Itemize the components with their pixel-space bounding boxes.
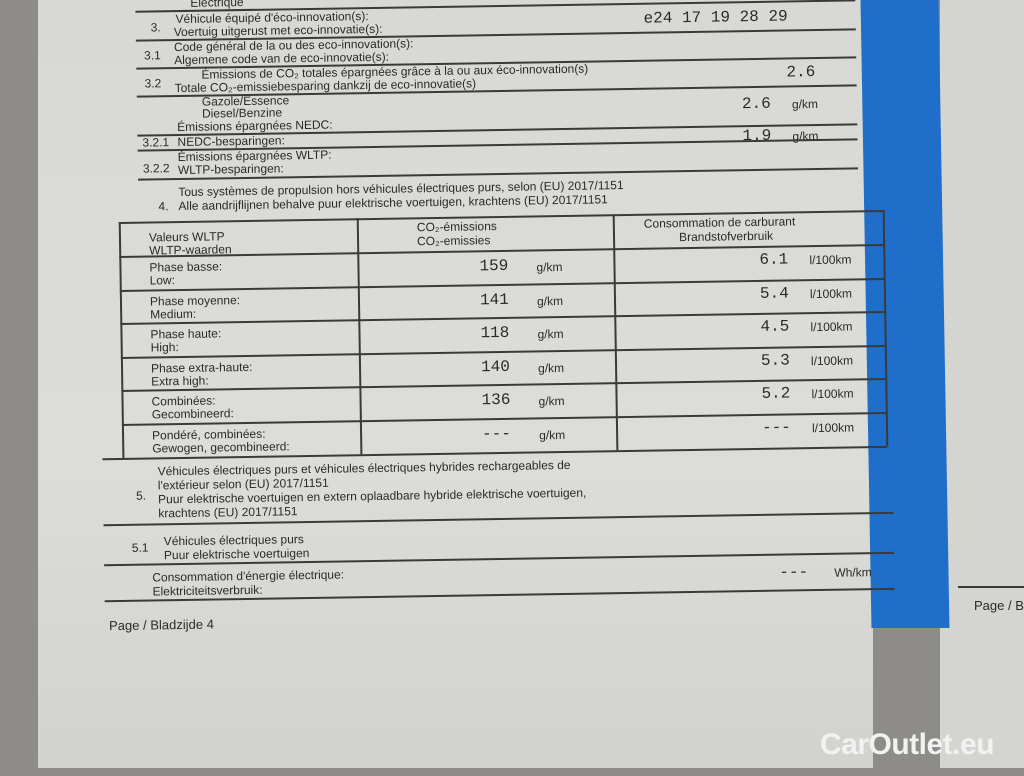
co2-value: 140 <box>480 357 510 376</box>
watermark-logo: CarOutlet.eu <box>820 728 995 761</box>
fuel-unit: l/100km <box>811 386 854 402</box>
s32-num: 3.2 <box>144 76 162 91</box>
total-saving-value: 2.6 <box>786 63 816 82</box>
nedc-num: 3.2.1 <box>142 135 170 150</box>
fuel-value: 5.3 <box>760 350 790 370</box>
wltp-nl: WLTP-besparingen: <box>177 161 284 178</box>
page-number: Page / Bladzijde 4 <box>108 616 214 634</box>
row-label-fr: Combinées: <box>151 393 216 409</box>
row-label-fr: Phase basse: <box>149 259 223 275</box>
co2-unit: g/km <box>536 260 563 275</box>
s51-nl: Puur elektrische voertuigen <box>163 546 310 563</box>
nedc-value: 2.6 <box>741 94 771 114</box>
co2-value: 136 <box>481 390 511 410</box>
s5-num: 5. <box>135 488 147 503</box>
consumption-unit: Wh/km <box>834 565 872 580</box>
co2-unit: g/km <box>536 293 564 308</box>
next-document-page <box>940 0 1024 768</box>
eco-code-value: e24 17 19 28 29 <box>643 7 788 28</box>
fuel-unit: l/100km <box>809 285 853 301</box>
s4-num: 4. <box>158 199 169 214</box>
fuel-value: --- <box>761 417 791 437</box>
header-fuel-nl: Brandstofverbruik <box>678 228 774 245</box>
row-label-nl: Gewogen, gecombineerd: <box>152 438 290 455</box>
s31-num: 3.1 <box>144 48 161 63</box>
row-label-nl: Gecombineerd: <box>151 406 234 422</box>
header-fuel-fr: Consommation de carburant <box>643 214 796 231</box>
consumption-value: --- <box>779 563 809 582</box>
s5-line1: Véhicules électriques purs et véhicules … <box>157 457 571 479</box>
co2-value: 118 <box>480 323 510 343</box>
wltp-value: 1.9 <box>742 126 772 146</box>
fuel-value: 6.1 <box>759 250 789 269</box>
fuel-value: 5.4 <box>759 283 789 303</box>
co2-unit: g/km <box>539 427 566 442</box>
co2-unit: g/km <box>537 360 565 375</box>
fuel-unit: l/100km <box>810 319 853 335</box>
s51-num: 5.1 <box>131 540 149 555</box>
header-co2-fr: CO₂-émissions <box>416 219 497 235</box>
row-label-fr: Pondéré, combinées: <box>151 426 266 442</box>
header-co2-nl: CO₂-emissies <box>416 233 491 249</box>
co2-value: 141 <box>479 290 509 309</box>
wltp-num: 3.2.2 <box>142 161 170 176</box>
nedc-fr: Émissions épargnées NEDC: <box>177 117 333 135</box>
row-label-nl: Medium: <box>150 306 197 321</box>
fuel-unit: l/100km <box>811 419 855 435</box>
co2-unit: g/km <box>538 393 565 409</box>
fuel-unit: l/100km <box>810 352 854 368</box>
s3-num: 3. <box>150 20 161 35</box>
next-page-number: Page / B <box>974 598 1024 613</box>
row-label-fr: Phase moyenne: <box>149 292 241 308</box>
co2-value: --- <box>481 424 512 443</box>
cut-label: Électrique <box>190 0 244 10</box>
row-label-fr: Phase haute: <box>150 326 222 342</box>
row-label-nl: Low: <box>149 273 176 288</box>
co2-unit: g/km <box>537 327 564 342</box>
consumption-nl: Elektriciteitsverbruik: <box>152 582 263 599</box>
s5-line4: krachtens (EU) 2017/1151 <box>158 504 298 521</box>
row-label-fr: Phase extra-haute: <box>150 359 253 375</box>
fuel-value: 4.5 <box>760 317 790 336</box>
nedc-nl: NEDC-besparingen: <box>177 133 285 150</box>
consumption-fr: Consommation d'énergie électrique: <box>152 567 345 585</box>
row-label-nl: Extra high: <box>151 373 209 388</box>
fuel-value: 5.2 <box>761 384 791 403</box>
row-label-nl: High: <box>150 340 179 355</box>
nedc-unit: g/km <box>791 96 819 112</box>
s51-fr: Véhicules électriques purs <box>163 532 304 549</box>
co2-value: 159 <box>479 256 509 276</box>
fuel-unit: l/100km <box>809 252 852 268</box>
